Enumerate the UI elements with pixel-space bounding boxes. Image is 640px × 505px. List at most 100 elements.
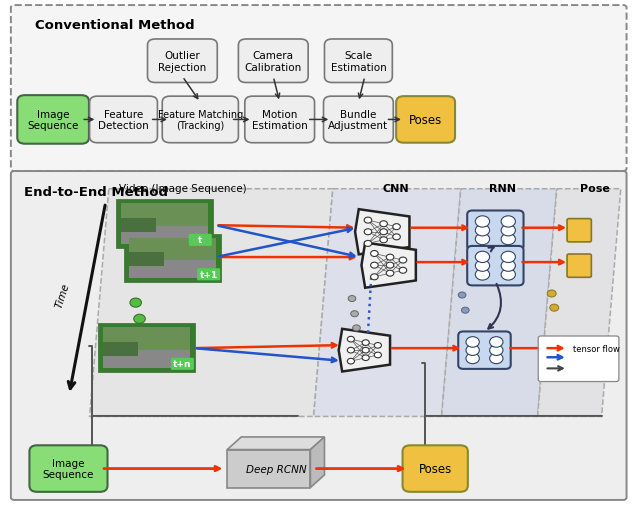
Circle shape xyxy=(387,255,394,261)
FancyBboxPatch shape xyxy=(103,342,138,356)
FancyBboxPatch shape xyxy=(17,96,89,144)
FancyBboxPatch shape xyxy=(467,246,524,286)
Text: Conventional Method: Conventional Method xyxy=(35,19,195,32)
Circle shape xyxy=(364,218,372,224)
Circle shape xyxy=(466,337,479,347)
Circle shape xyxy=(466,354,479,364)
Circle shape xyxy=(362,355,369,361)
Circle shape xyxy=(501,234,515,245)
Circle shape xyxy=(387,271,394,277)
Circle shape xyxy=(348,347,355,354)
Circle shape xyxy=(393,224,401,230)
FancyBboxPatch shape xyxy=(129,238,216,261)
FancyBboxPatch shape xyxy=(117,201,212,247)
Circle shape xyxy=(476,225,490,236)
Circle shape xyxy=(501,216,515,228)
Circle shape xyxy=(136,331,148,340)
Text: End-to-End Method: End-to-End Method xyxy=(24,185,168,198)
Text: Outlier
Rejection: Outlier Rejection xyxy=(158,51,207,72)
Circle shape xyxy=(547,290,556,297)
Text: Scale
Estimation: Scale Estimation xyxy=(330,51,387,72)
FancyBboxPatch shape xyxy=(121,226,208,244)
Circle shape xyxy=(380,221,387,227)
Polygon shape xyxy=(227,437,324,449)
Polygon shape xyxy=(362,243,416,288)
FancyBboxPatch shape xyxy=(189,234,212,246)
Circle shape xyxy=(501,251,515,263)
Text: Feature Matching
(Tracking): Feature Matching (Tracking) xyxy=(157,110,243,131)
FancyBboxPatch shape xyxy=(467,211,524,250)
Circle shape xyxy=(380,237,387,243)
Polygon shape xyxy=(442,189,557,417)
Circle shape xyxy=(476,261,490,272)
FancyBboxPatch shape xyxy=(567,255,591,278)
Text: Deep RCNN: Deep RCNN xyxy=(246,464,306,474)
Circle shape xyxy=(501,261,515,272)
FancyBboxPatch shape xyxy=(396,97,455,143)
Polygon shape xyxy=(90,189,333,417)
Circle shape xyxy=(501,269,515,281)
Circle shape xyxy=(351,311,358,317)
FancyBboxPatch shape xyxy=(403,445,468,492)
Text: RNN: RNN xyxy=(489,184,516,194)
FancyBboxPatch shape xyxy=(90,97,157,143)
Circle shape xyxy=(399,268,407,274)
FancyBboxPatch shape xyxy=(121,204,208,226)
Circle shape xyxy=(461,308,469,314)
FancyBboxPatch shape xyxy=(227,449,310,488)
Circle shape xyxy=(490,345,503,356)
FancyBboxPatch shape xyxy=(324,97,393,143)
FancyBboxPatch shape xyxy=(125,235,220,282)
Text: Motion
Estimation: Motion Estimation xyxy=(252,110,308,131)
Circle shape xyxy=(490,354,503,364)
FancyBboxPatch shape xyxy=(129,252,164,267)
Text: tensor flow: tensor flow xyxy=(573,344,620,353)
FancyBboxPatch shape xyxy=(239,40,308,83)
Text: t+1: t+1 xyxy=(200,270,218,279)
FancyBboxPatch shape xyxy=(147,40,217,83)
Text: Feature
Detection: Feature Detection xyxy=(98,110,149,131)
Circle shape xyxy=(380,229,387,235)
Circle shape xyxy=(387,263,394,269)
FancyBboxPatch shape xyxy=(11,172,627,500)
Circle shape xyxy=(399,258,407,264)
Text: Pose: Pose xyxy=(580,184,610,194)
Text: Time: Time xyxy=(54,282,72,309)
Circle shape xyxy=(130,298,141,308)
Circle shape xyxy=(476,251,490,263)
Circle shape xyxy=(458,292,466,298)
Circle shape xyxy=(348,296,356,302)
FancyBboxPatch shape xyxy=(324,40,392,83)
Circle shape xyxy=(374,352,381,358)
Circle shape xyxy=(371,274,378,280)
FancyBboxPatch shape xyxy=(129,261,216,279)
Polygon shape xyxy=(310,437,324,488)
FancyBboxPatch shape xyxy=(245,97,315,143)
Polygon shape xyxy=(314,189,461,417)
Circle shape xyxy=(393,234,401,240)
Circle shape xyxy=(476,234,490,245)
FancyBboxPatch shape xyxy=(29,445,108,492)
Polygon shape xyxy=(355,210,410,255)
Circle shape xyxy=(364,241,372,247)
Text: t: t xyxy=(198,236,202,245)
FancyBboxPatch shape xyxy=(11,6,627,172)
Text: Image
Sequence: Image Sequence xyxy=(43,458,94,479)
Circle shape xyxy=(374,343,381,348)
FancyBboxPatch shape xyxy=(103,328,190,350)
Circle shape xyxy=(364,229,372,235)
Text: Video (Image Sequence): Video (Image Sequence) xyxy=(118,184,246,194)
FancyBboxPatch shape xyxy=(99,325,194,371)
FancyBboxPatch shape xyxy=(567,219,591,242)
Circle shape xyxy=(550,305,559,312)
Circle shape xyxy=(371,263,378,269)
FancyBboxPatch shape xyxy=(557,339,582,362)
Circle shape xyxy=(353,325,360,331)
FancyBboxPatch shape xyxy=(163,97,239,143)
Text: Image
Sequence: Image Sequence xyxy=(28,110,79,131)
Circle shape xyxy=(348,337,355,342)
Text: CNN: CNN xyxy=(382,184,409,194)
Text: Poses: Poses xyxy=(409,114,442,127)
Circle shape xyxy=(362,340,369,346)
FancyBboxPatch shape xyxy=(121,218,156,232)
